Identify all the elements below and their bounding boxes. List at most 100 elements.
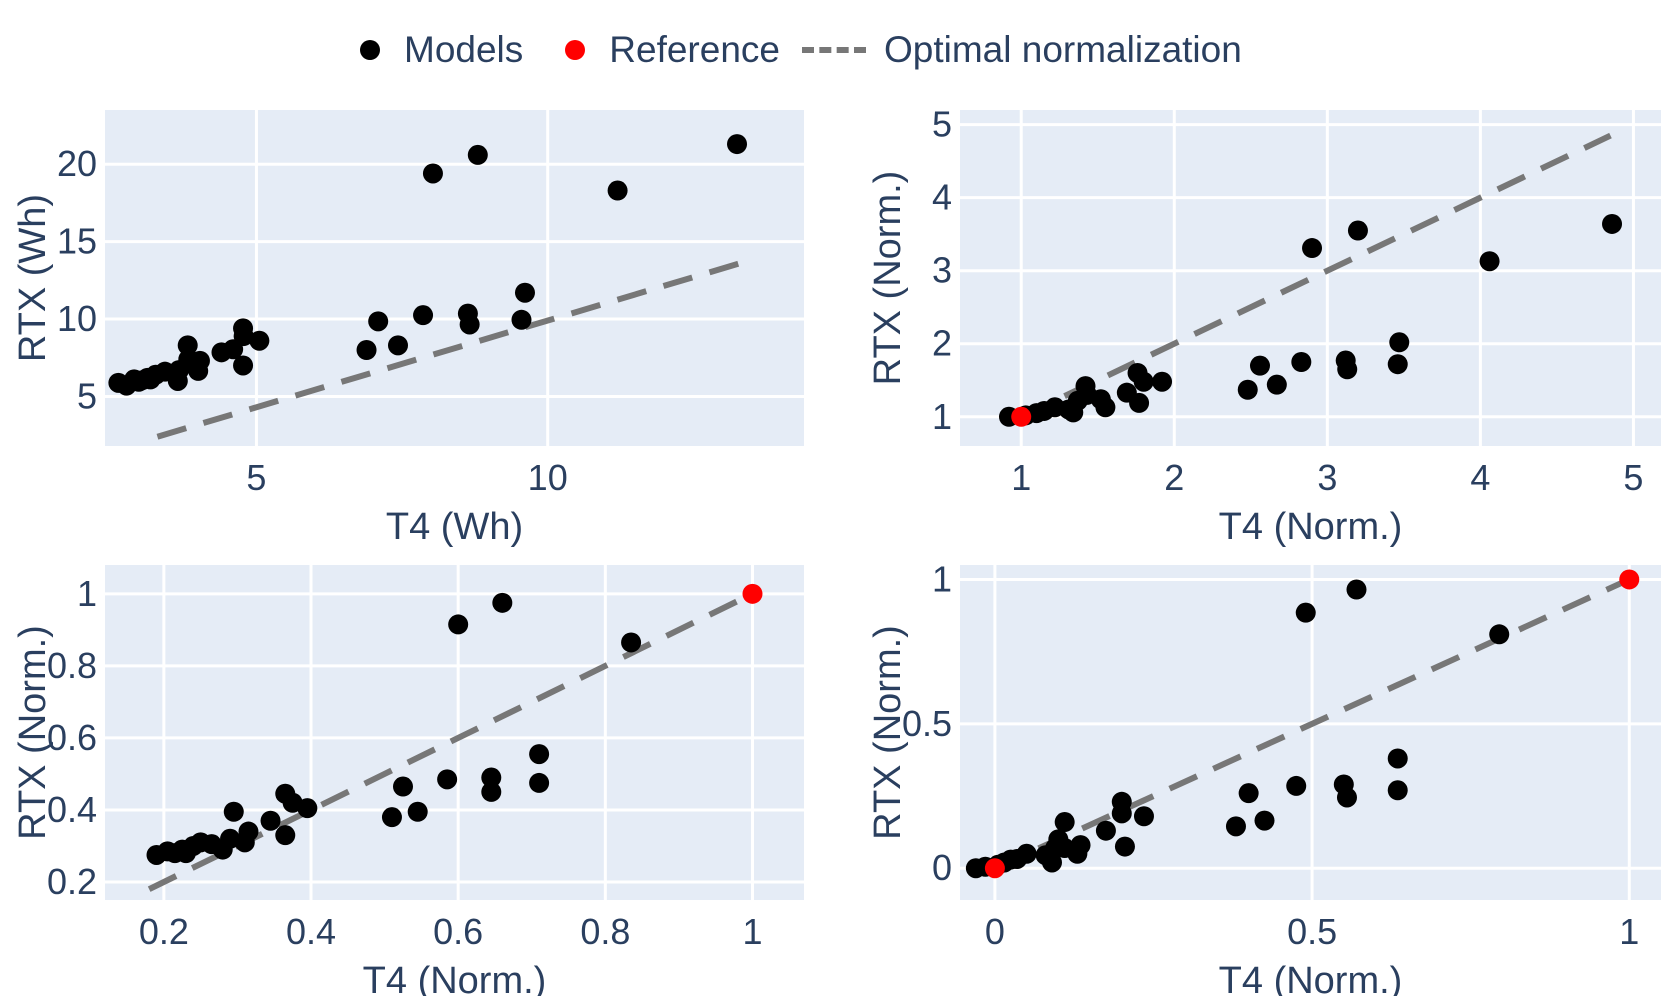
model-point [607, 180, 628, 201]
legend: Models Reference Optimal normalization [340, 26, 1264, 74]
model-point [437, 769, 458, 790]
x-axis-label: T4 (Norm.) [363, 960, 547, 996]
x-tick-label: 5 [1623, 457, 1643, 498]
model-point [1129, 392, 1150, 413]
model-point [189, 350, 210, 371]
model-point [1602, 213, 1623, 234]
model-point [297, 798, 318, 819]
y-axis-label: RTX (Norm.) [867, 171, 909, 386]
model-point [1266, 374, 1287, 395]
model-point [1095, 397, 1116, 418]
legend-item-reference: Reference [545, 29, 780, 71]
y-tick-label: 15 [57, 221, 97, 262]
legend-item-models: Models [340, 29, 523, 71]
y-axis-label: RTX (Norm.) [867, 625, 909, 840]
subplot-1: 5 10 5 10 15 20 T4 (Wh) RTX (Wh) [12, 110, 804, 548]
x-tick-label: 0.2 [139, 911, 189, 952]
model-point [356, 340, 377, 360]
model-point [1225, 816, 1246, 837]
x-axis-label: T4 (Norm.) [1219, 506, 1403, 548]
model-point [1238, 783, 1259, 804]
model-point [1095, 820, 1116, 841]
x-tick-label: 1 [1011, 457, 1031, 498]
model-point [1111, 803, 1132, 824]
model-point [1237, 379, 1258, 400]
legend-line-label: Optimal normalization [884, 29, 1242, 70]
y-tick-label: 0.4 [47, 789, 97, 830]
model-point [1337, 359, 1358, 380]
model-point [1387, 748, 1408, 769]
model-point [481, 767, 502, 788]
model-point [459, 314, 480, 335]
x-axis-label: T4 (Norm.) [1219, 960, 1403, 996]
y-tick-label: 0.6 [47, 717, 97, 758]
model-point [727, 134, 748, 155]
x-tick-label: 4 [1470, 457, 1490, 498]
x-tick-label: 1 [1619, 911, 1639, 952]
model-point [413, 305, 434, 326]
x-tick-label: 0.4 [286, 911, 336, 952]
model-point [467, 144, 488, 165]
legend-models-marker [360, 40, 380, 60]
subplot-4: 0 0.5 1 0 0.5 1 T4 (Norm.) RTX (Norm.) [867, 558, 1661, 996]
reference-point [1619, 569, 1640, 590]
model-point [422, 163, 443, 184]
legend-line-marker [802, 47, 866, 53]
x-tick-label: 0.5 [1287, 911, 1337, 952]
model-point [1152, 371, 1173, 392]
y-tick-label: 0.2 [47, 861, 97, 902]
subplot-3: 0.2 0.4 0.6 0.8 1 0.2 0.4 0.6 0.8 1 T4 (Norm.) RTX … [12, 565, 804, 996]
y-axis-label: RTX (Wh) [12, 194, 54, 362]
model-point [233, 326, 254, 347]
model-point [621, 632, 642, 653]
model-point [1254, 810, 1275, 831]
legend-models-label: Models [404, 29, 524, 70]
optimal-normalization-line [156, 260, 741, 440]
model-point [1336, 787, 1357, 808]
x-tick-label: 0 [985, 911, 1005, 952]
reference-point [1011, 406, 1032, 427]
model-point [381, 807, 402, 828]
model-point [529, 744, 550, 765]
model-point [249, 330, 270, 351]
y-tick-label: 0.5 [902, 703, 952, 744]
model-point [1016, 843, 1037, 864]
y-axis-label: RTX (Norm.) [12, 625, 54, 840]
y-tick-label: 4 [932, 177, 952, 218]
model-point [167, 370, 188, 391]
model-point [529, 772, 550, 793]
model-point [1054, 812, 1075, 833]
model-point [1295, 602, 1316, 623]
y-tick-label: 2 [932, 323, 952, 364]
x-tick-label: 0.8 [580, 911, 630, 952]
x-tick-label: 3 [1317, 457, 1337, 498]
model-point [481, 781, 502, 802]
model-point [1302, 238, 1323, 259]
y-tick-label: 0 [932, 847, 952, 888]
model-point [1133, 371, 1154, 392]
y-tick-label: 1 [932, 558, 952, 599]
model-point [407, 801, 428, 822]
model-point [368, 311, 389, 332]
model-point [1286, 775, 1307, 796]
y-tick-label: 5 [77, 375, 97, 416]
model-point [492, 592, 513, 613]
model-point [1133, 806, 1154, 827]
model-point [223, 801, 244, 822]
y-tick-label: 5 [932, 104, 952, 145]
model-point [1479, 251, 1500, 272]
x-tick-label: 0.6 [433, 911, 483, 952]
model-point [1346, 579, 1367, 600]
model-point [177, 335, 198, 356]
model-point [238, 821, 259, 842]
y-tick-label: 3 [932, 250, 952, 291]
x-tick-label: 10 [528, 457, 568, 498]
legend-reference-label: Reference [609, 29, 780, 70]
model-point [1387, 354, 1408, 375]
model-point [233, 355, 254, 376]
model-point [1347, 220, 1368, 241]
legend-reference-marker [565, 40, 586, 60]
x-tick-label: 1 [742, 911, 762, 952]
reference-point [984, 858, 1005, 879]
